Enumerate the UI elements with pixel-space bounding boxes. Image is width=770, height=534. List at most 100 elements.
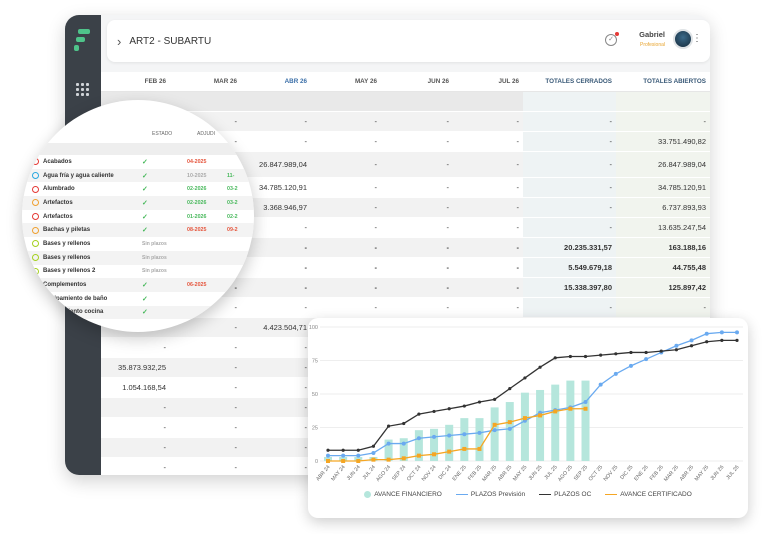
table-cell: [381, 92, 453, 111]
table-cell: -: [523, 178, 616, 197]
item-name: Bachas y piletas: [43, 227, 91, 234]
legend-label: AVANCE FINANCIERO: [374, 491, 442, 499]
y-tick-label: 75: [312, 359, 318, 365]
magnified-detail: ESTADO ADJUDI Acabados ✓ 04-2025 Agua fría y …: [22, 100, 254, 332]
table-cell: -: [381, 278, 453, 297]
progress-ring-icon: [32, 172, 39, 180]
x-tick-label: MAY 25: [512, 464, 528, 482]
table-cell: 4.423.504,71: [241, 318, 311, 337]
table-cell: 163.188,16: [616, 238, 710, 257]
data-point: [432, 409, 436, 414]
table-cell: 1.054.168,54: [101, 378, 170, 397]
table-cell: -: [241, 218, 311, 237]
date-label: 06-2025: [187, 282, 207, 289]
x-tick-label: JUN 26: [709, 464, 725, 481]
data-point: [493, 397, 497, 401]
table-cell: -: [241, 112, 311, 131]
list-item: Equipamiento cocina ✓: [22, 305, 254, 320]
x-tick-label: MAY 24: [330, 464, 346, 482]
list-item: Agua fría y agua caliente ✓ 10-2025 11-: [22, 168, 254, 183]
table-cell: -: [453, 132, 523, 151]
list-item: Artefactos ✓ 01-2026 02-2: [22, 210, 254, 224]
data-point: [538, 365, 542, 369]
lens-header-row: ESTADO ADJUDI: [22, 125, 254, 143]
table-cell: 44.755,48: [616, 258, 710, 277]
column-header: TOTALES ABIERTOS: [643, 78, 706, 85]
x-tick-label: ENE 25: [452, 464, 468, 482]
table-cell: -: [523, 218, 616, 237]
data-point: [674, 343, 679, 348]
progress-ring-icon: [32, 240, 39, 248]
table-cell: [453, 92, 523, 111]
data-point: [416, 436, 421, 441]
y-tick-label: 0: [315, 459, 318, 465]
lens-group-row: [22, 143, 254, 155]
legend-item[interactable]: PLAZOS Previsión: [455, 491, 525, 498]
column-header: ABR 26: [284, 78, 307, 85]
column-header: TOTALES CERRADOS: [545, 78, 612, 85]
apps-grid-icon[interactable]: [76, 83, 89, 96]
expand-chevron-icon[interactable]: ›: [117, 33, 122, 49]
progress-ring-icon: [32, 199, 39, 207]
bar-avance-financiero: [520, 392, 529, 461]
data-point: [689, 338, 694, 343]
tasks-notification-icon[interactable]: ✓: [605, 32, 619, 46]
x-tick-label: MAR 25: [481, 464, 498, 483]
data-point: [538, 413, 543, 418]
data-point: [386, 457, 391, 462]
legend-item[interactable]: PLAZOS OC: [539, 491, 591, 498]
data-point: [416, 453, 421, 458]
table-cell: -: [241, 338, 311, 357]
table-cell: -: [381, 132, 453, 151]
data-point: [447, 433, 452, 438]
x-tick-label: NOV 25: [603, 464, 620, 482]
data-point: [659, 349, 663, 353]
progress-ring-icon: [32, 254, 39, 262]
item-name: Artefactos: [43, 199, 73, 206]
legend-swatch-icon: [605, 493, 618, 496]
data-point: [447, 407, 451, 411]
y-tick-label: 100: [309, 325, 318, 331]
table-cell: -: [311, 298, 381, 317]
date-label: 08-2025: [187, 227, 207, 234]
data-point: [508, 387, 512, 391]
table-cell: -: [523, 132, 616, 151]
y-tick-label: 25: [312, 426, 318, 432]
data-point: [462, 404, 466, 408]
data-point: [644, 357, 649, 362]
table-cell: -: [311, 132, 381, 151]
item-name: Artefactos: [43, 213, 73, 220]
data-point: [553, 409, 558, 414]
column-header: FEB 26: [144, 78, 166, 85]
list-item: Alumbrado ✓ 02-2026 03-2: [22, 182, 254, 196]
x-tick-label: AGO 24: [375, 464, 392, 483]
table-cell: -: [453, 238, 523, 257]
table-cell: -: [101, 458, 170, 475]
data-point: [371, 457, 376, 462]
avatar[interactable]: [673, 29, 693, 49]
legend-item[interactable]: AVANCE FINANCIERO: [364, 491, 442, 498]
table-cell: -: [453, 152, 523, 177]
data-point: [492, 422, 497, 427]
list-item: Bachas y piletas ✓ 08-2025 09-2: [22, 223, 254, 238]
table-cell: -: [170, 418, 241, 437]
data-point: [432, 452, 437, 457]
table-cell: -: [101, 418, 170, 437]
table-cell: -: [616, 112, 710, 131]
data-point: [326, 453, 330, 458]
data-point: [462, 432, 467, 437]
table-cell: -: [311, 278, 381, 297]
data-point: [341, 448, 345, 452]
table-cell: -: [101, 338, 170, 357]
item-name: Bases y rellenos: [43, 254, 91, 261]
table-cell: -: [241, 398, 311, 417]
legend-item[interactable]: AVANCE CERTIFICADO: [605, 491, 692, 498]
bar-avance-financiero: [551, 384, 560, 461]
data-point: [462, 446, 467, 451]
data-point: [689, 344, 694, 348]
table-cell: -: [381, 198, 453, 217]
check-circle-icon: ✓: [142, 172, 148, 180]
data-point: [705, 340, 709, 344]
data-point: [386, 424, 391, 428]
more-menu-icon[interactable]: ⋮: [692, 33, 702, 44]
